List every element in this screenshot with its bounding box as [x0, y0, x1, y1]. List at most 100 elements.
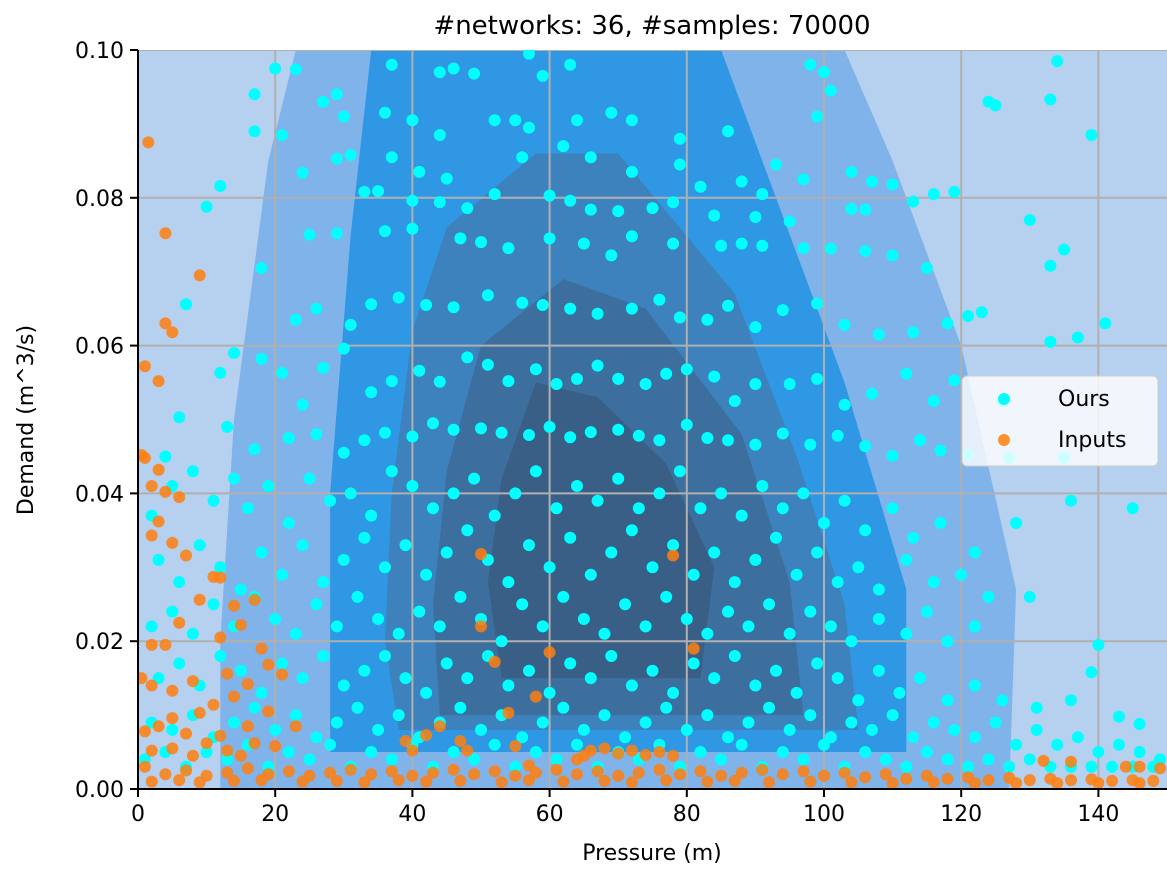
point-ours-133: [276, 366, 289, 379]
point-ours-225: [673, 465, 686, 478]
point-inputs-84: [1154, 762, 1167, 775]
point-ours-359: [831, 672, 844, 685]
point-ours-106: [392, 291, 405, 304]
point-ours-124: [907, 326, 920, 339]
point-ours-243: [193, 539, 206, 552]
series-inputs: [138, 136, 1167, 789]
point-ours-123: [872, 328, 885, 341]
point-ours-385: [475, 723, 487, 736]
point-ours-42: [625, 165, 638, 178]
point-ours-63: [488, 188, 501, 201]
point-ours-56: [214, 180, 227, 192]
point-ours-354: [728, 650, 741, 662]
point-ours-3: [433, 66, 446, 79]
point-ours-274: [831, 576, 844, 589]
point-ours-355: [749, 679, 762, 692]
point-ours-122: [838, 318, 851, 331]
point-ours-22: [571, 114, 583, 127]
x-tick-label-7: 140: [1077, 802, 1119, 827]
point-ours-15: [337, 110, 350, 123]
point-ours-217: [509, 487, 522, 500]
point-inputs-126: [982, 774, 995, 787]
point-ours-367: [1030, 701, 1043, 714]
point-inputs-83: [1133, 760, 1146, 773]
point-ours-27: [811, 110, 824, 123]
point-ours-10: [818, 66, 830, 79]
point-ours-25: [673, 132, 686, 145]
point-inputs-5: [138, 360, 151, 373]
legend-marker-ours: [998, 393, 1010, 405]
point-ours-387: [516, 731, 529, 744]
point-ours-86: [605, 249, 618, 262]
point-ours-264: [625, 524, 638, 537]
point-ours-98: [1044, 259, 1057, 272]
point-ours-236: [907, 531, 920, 544]
x-tick-label-5: 100: [803, 802, 845, 827]
point-ours-458: [941, 753, 954, 766]
point-ours-391: [598, 709, 611, 722]
point-ours-455: [879, 753, 892, 766]
point-ours-84: [543, 232, 556, 245]
point-ours-284: [186, 627, 199, 640]
point-ours-340: [440, 657, 453, 670]
point-ours-111: [536, 299, 549, 311]
point-ours-191: [859, 440, 872, 453]
point-ours-465: [1085, 760, 1098, 773]
tick-labels: 0 20 40 60 80 100 120 140 0.00 0.02 0.04 0.06 0.08 0.…: [75, 39, 1119, 827]
point-ours-40: [557, 140, 570, 153]
point-inputs-16: [180, 549, 192, 562]
point-ours-94: [859, 245, 872, 257]
point-inputs-1: [159, 227, 172, 240]
point-ours-57: [296, 166, 309, 179]
point-ours-34: [330, 152, 343, 165]
point-inputs-20: [248, 593, 261, 606]
point-ours-403: [845, 716, 858, 729]
point-ours-323: [1085, 666, 1098, 679]
point-ours-219: [550, 502, 563, 515]
point-inputs-24: [255, 642, 268, 655]
point-ours-384: [454, 701, 467, 714]
point-ours-309: [701, 627, 714, 640]
plot-area: [138, 50, 1167, 789]
point-ours-142: [481, 358, 494, 371]
point-ours-258: [502, 576, 515, 589]
point-ours-233: [838, 494, 851, 507]
point-ours-24: [625, 114, 638, 127]
point-inputs-34: [262, 658, 275, 671]
point-ours-377: [310, 731, 323, 744]
point-ours-263: [605, 546, 618, 559]
point-ours-334: [317, 650, 330, 662]
point-inputs-156: [845, 776, 858, 789]
point-ours-344: [523, 664, 535, 677]
point-inputs-59: [543, 646, 556, 659]
point-ours-73: [845, 202, 858, 215]
point-ours-141: [461, 351, 474, 364]
point-inputs-144: [420, 775, 433, 788]
point-ours-358: [811, 657, 824, 670]
point-ours-173: [427, 417, 439, 430]
point-ours-341: [461, 672, 474, 685]
point-ours-332: [276, 657, 289, 670]
y-tick-label-2: 0.04: [75, 482, 124, 507]
point-inputs-121: [879, 768, 892, 781]
point-ours-192: [886, 449, 899, 462]
point-ours-31: [1044, 93, 1057, 106]
point-ours-350: [646, 664, 659, 677]
point-ours-352: [687, 657, 700, 670]
point-inputs-51: [145, 744, 158, 757]
point-ours-88: [667, 237, 680, 250]
point-ours-60: [406, 194, 419, 207]
point-ours-320: [941, 635, 954, 648]
point-ours-44: [694, 180, 707, 193]
point-ours-70: [708, 209, 721, 222]
point-ours-198: [1126, 502, 1139, 515]
point-ours-376: [289, 709, 302, 722]
point-ours-345: [543, 686, 556, 699]
point-ours-140: [433, 375, 446, 388]
point-ours-135: [317, 361, 330, 374]
point-ours-336: [358, 664, 371, 677]
point-inputs-9: [152, 463, 165, 476]
point-inputs-163: [1133, 777, 1146, 789]
point-ours-130: [173, 411, 186, 424]
point-ours-223: [632, 502, 645, 515]
